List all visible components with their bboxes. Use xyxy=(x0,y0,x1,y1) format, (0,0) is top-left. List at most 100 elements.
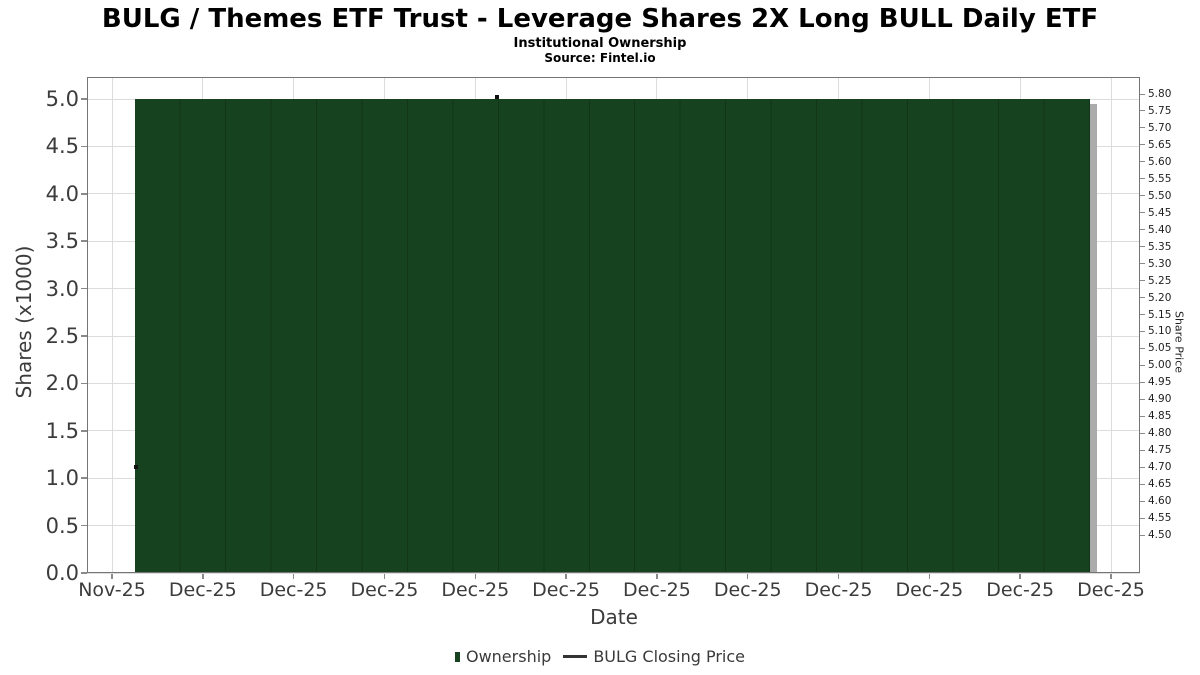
y-right-tick xyxy=(1140,110,1145,112)
y-right-tick xyxy=(1140,297,1145,299)
y-right-tick xyxy=(1140,347,1145,349)
y-left-tick xyxy=(81,98,87,100)
legend-item-ownership: Ownership xyxy=(454,647,552,666)
y-right-tick-label: 5.50 xyxy=(1148,189,1172,202)
y-right-tick-label: 5.20 xyxy=(1148,291,1172,304)
y-right-tick xyxy=(1140,364,1145,366)
y-right-tick xyxy=(1140,398,1145,400)
y-right-tick-label: 5.45 xyxy=(1148,206,1172,219)
closing-price-legend-label: BULG Closing Price xyxy=(593,647,745,666)
y-right-tick xyxy=(1140,195,1145,197)
y-right-tick xyxy=(1140,534,1145,536)
bar-shadow xyxy=(1090,104,1097,573)
y-right-tick xyxy=(1140,466,1145,468)
price-point-marker xyxy=(494,95,499,100)
y-right-tick xyxy=(1140,246,1145,248)
x-tick-label: Dec-25 xyxy=(986,579,1055,601)
y-right-tick xyxy=(1140,263,1145,265)
x-tick xyxy=(565,574,567,579)
y-right-tick xyxy=(1140,500,1145,502)
y-left-tick-label: 5.0 xyxy=(45,87,79,111)
y-right-axis-title: Share Price xyxy=(1172,310,1186,374)
y-right-tick-label: 5.15 xyxy=(1148,308,1172,321)
y-right-tick-label: 5.10 xyxy=(1148,325,1172,338)
y-right-tick xyxy=(1140,280,1145,282)
y-right-tick xyxy=(1140,432,1145,434)
plot-area xyxy=(87,77,1140,574)
y-left-tick-label: 2.5 xyxy=(45,324,79,348)
x-tick xyxy=(656,574,658,579)
x-tick xyxy=(383,574,386,579)
x-tick-label: Dec-25 xyxy=(713,579,782,601)
ownership-bars xyxy=(135,99,1090,573)
x-tick xyxy=(1019,574,1021,579)
y-right-tick-label: 4.70 xyxy=(1148,461,1172,474)
y-left-tick-label: 4.0 xyxy=(45,181,79,206)
chart-title: BULG / Themes ETF Trust - Leverage Share… xyxy=(101,4,1099,34)
y-left-tick xyxy=(81,477,87,479)
y-right-tick xyxy=(1140,161,1145,163)
y-right-tick xyxy=(1140,229,1145,231)
y-left-tick-label: 2.0 xyxy=(45,371,79,396)
y-left-tick xyxy=(81,240,87,242)
y-right-tick-label: 5.70 xyxy=(1148,121,1172,134)
price-point-marker xyxy=(133,465,138,470)
y-left-tick-label: 3.5 xyxy=(45,229,79,254)
y-right-tick xyxy=(1140,330,1145,332)
y-right-tick-label: 4.50 xyxy=(1148,529,1172,541)
x-tick-label: Dec-25 xyxy=(804,579,873,601)
y-right-tick-label: 5.80 xyxy=(1148,88,1172,100)
y-right-tick-label: 5.75 xyxy=(1148,104,1172,117)
y-left-tick-label: 0.5 xyxy=(45,513,79,538)
x-tick-label: Dec-25 xyxy=(1077,579,1145,601)
y-left-tick xyxy=(81,287,87,290)
x-tick xyxy=(746,574,749,579)
y-right-tick-label: 5.65 xyxy=(1148,138,1172,151)
y-left-tick xyxy=(81,382,87,385)
y-left-tick-label: 0.0 xyxy=(45,561,79,585)
y-right-tick-label: 4.60 xyxy=(1148,495,1172,508)
chart-source: Source: Fintel.io xyxy=(544,51,656,65)
y-right-tick-label: 5.60 xyxy=(1148,155,1172,168)
y-right-tick-label: 5.35 xyxy=(1148,240,1172,253)
x-tick xyxy=(474,574,477,579)
x-tick xyxy=(928,574,931,579)
y-right-tick-label: 5.25 xyxy=(1148,274,1172,287)
y-right-tick-label: 5.30 xyxy=(1148,257,1172,270)
x-tick xyxy=(111,574,113,579)
x-tick xyxy=(292,574,295,579)
y-left-tick-label: 3.0 xyxy=(45,276,79,301)
y-left-tick xyxy=(81,335,87,337)
y-right-tick xyxy=(1140,415,1145,417)
x-tick-label: Dec-25 xyxy=(532,579,600,601)
x-tick xyxy=(202,574,204,579)
y-right-tick-label: 5.40 xyxy=(1148,223,1172,236)
y-left-tick xyxy=(81,430,87,432)
ownership-legend-label: Ownership xyxy=(465,647,552,666)
y-right-tick-label: 5.00 xyxy=(1148,359,1172,372)
x-tick-label: Nov-25 xyxy=(78,579,146,601)
y-right-tick xyxy=(1140,178,1145,180)
x-grid-line xyxy=(1110,77,1112,573)
y-grid-line xyxy=(87,572,1140,574)
y-right-tick-label: 4.90 xyxy=(1148,393,1172,406)
x-tick xyxy=(837,574,840,579)
y-right-tick xyxy=(1140,314,1145,315)
y-left-tick xyxy=(81,572,87,574)
y-left-tick xyxy=(81,145,87,148)
y-right-tick xyxy=(1140,127,1145,129)
x-tick-label: Dec-25 xyxy=(168,579,237,601)
y-right-tick xyxy=(1140,381,1145,383)
y-right-tick xyxy=(1140,144,1145,146)
y-right-tick-label: 4.65 xyxy=(1148,478,1172,491)
chart-subtitle: Institutional Ownership xyxy=(513,36,687,51)
x-tick-label: Dec-25 xyxy=(441,579,510,601)
y-right-tick-label: 5.05 xyxy=(1148,342,1172,355)
y-left-tick xyxy=(81,524,87,527)
y-right-tick-label: 5.55 xyxy=(1148,172,1172,185)
x-tick xyxy=(1110,574,1112,579)
y-right-tick xyxy=(1140,449,1145,451)
y-right-tick xyxy=(1140,93,1145,95)
y-right-tick xyxy=(1140,212,1145,214)
